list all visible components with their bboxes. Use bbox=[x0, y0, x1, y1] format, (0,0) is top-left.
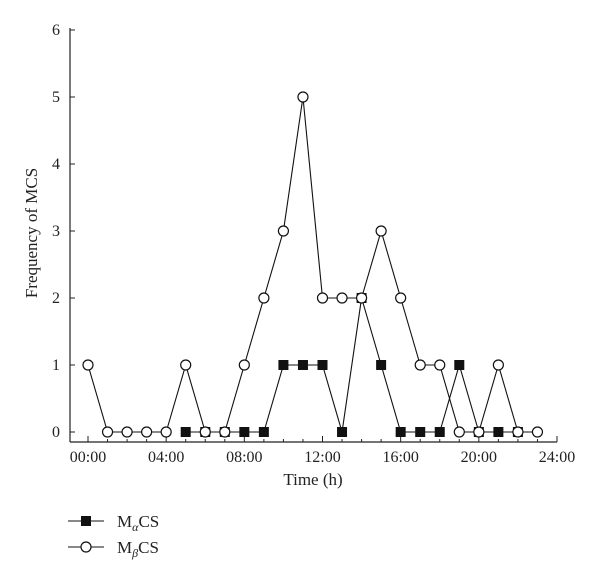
series-line bbox=[87, 96, 538, 433]
data-point bbox=[238, 359, 250, 371]
legend-marker bbox=[80, 541, 92, 553]
x-axis-title: Time (h) bbox=[283, 470, 342, 489]
legend-label: MαCS bbox=[117, 512, 159, 534]
data-point bbox=[297, 360, 308, 370]
series-layer bbox=[82, 91, 544, 438]
data-point bbox=[492, 359, 504, 371]
data-point bbox=[160, 426, 172, 438]
axes: 0 1 2 3 4 5 6 00:00 04:00 08:00 12:00 16:00 20:00 24:… bbox=[52, 22, 575, 466]
x-tick-label: 00:00 bbox=[70, 449, 106, 466]
legend-item: MβCS bbox=[68, 538, 159, 560]
data-point bbox=[277, 225, 290, 237]
data-point bbox=[395, 427, 406, 437]
data-point bbox=[121, 426, 133, 438]
legend-marker bbox=[81, 516, 91, 526]
data-point bbox=[258, 292, 270, 304]
data-point bbox=[336, 292, 348, 304]
data-point bbox=[239, 427, 250, 437]
data-point bbox=[414, 359, 426, 371]
data-point bbox=[258, 427, 269, 437]
x-tick-label: 08:00 bbox=[226, 449, 262, 466]
data-point bbox=[337, 427, 348, 437]
y-tick-label: 6 bbox=[52, 22, 60, 39]
y-axis-title: Frequency of MCS bbox=[22, 168, 41, 298]
data-point bbox=[434, 427, 445, 437]
data-point bbox=[512, 426, 524, 438]
legend-label: MβCS bbox=[117, 538, 159, 560]
x-tick-label: 20:00 bbox=[461, 449, 497, 466]
data-point bbox=[199, 426, 211, 438]
legend: MαCS MβCS bbox=[68, 512, 159, 560]
data-point bbox=[297, 91, 309, 103]
series-markers-2 bbox=[82, 91, 544, 438]
data-point bbox=[278, 360, 289, 370]
x-tick-label: 12:00 bbox=[304, 449, 340, 466]
data-point bbox=[180, 359, 192, 371]
y-tick-label: 0 bbox=[52, 424, 60, 441]
x-tick-label: 16:00 bbox=[382, 449, 418, 466]
data-point bbox=[317, 360, 328, 370]
data-point bbox=[454, 360, 465, 370]
data-point bbox=[219, 426, 231, 438]
legend-item: MαCS bbox=[68, 512, 159, 534]
data-point bbox=[376, 360, 387, 370]
data-point bbox=[180, 427, 191, 437]
data-point bbox=[375, 225, 387, 237]
data-point bbox=[473, 426, 485, 438]
y-tick-label: 5 bbox=[52, 89, 60, 106]
x-tick-label: 04:00 bbox=[148, 449, 184, 466]
y-tick-label: 3 bbox=[52, 223, 60, 240]
data-point bbox=[493, 427, 504, 437]
y-tick-label: 4 bbox=[52, 156, 60, 173]
data-point bbox=[531, 426, 544, 438]
data-point bbox=[395, 292, 407, 304]
y-tick-label: 1 bbox=[52, 357, 60, 374]
data-point bbox=[434, 359, 446, 371]
data-point bbox=[141, 426, 153, 438]
data-point bbox=[453, 426, 465, 438]
data-point bbox=[316, 292, 329, 304]
y-tick-label: 2 bbox=[52, 290, 60, 307]
series-1 bbox=[185, 297, 518, 433]
series-line bbox=[185, 297, 518, 433]
data-point bbox=[415, 427, 426, 437]
data-point bbox=[355, 292, 368, 304]
data-point bbox=[101, 426, 114, 438]
data-point bbox=[82, 359, 94, 371]
series-2 bbox=[87, 96, 538, 433]
x-tick-label: 24:00 bbox=[539, 449, 575, 466]
